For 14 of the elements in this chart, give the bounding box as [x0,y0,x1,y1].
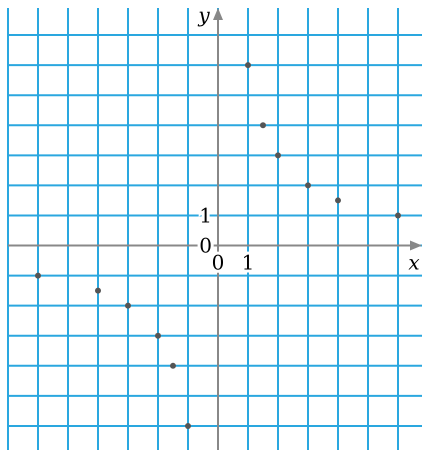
point [35,272,41,279]
point [395,212,401,218]
point [185,422,191,429]
point [305,182,311,188]
point [170,362,176,369]
y-axis-title: y [197,3,210,27]
x-axis-title: x [408,250,420,275]
point [335,197,341,204]
point [155,332,161,339]
point [125,302,131,309]
point [275,152,281,158]
point [245,62,251,68]
point [95,288,101,294]
point [260,122,266,128]
